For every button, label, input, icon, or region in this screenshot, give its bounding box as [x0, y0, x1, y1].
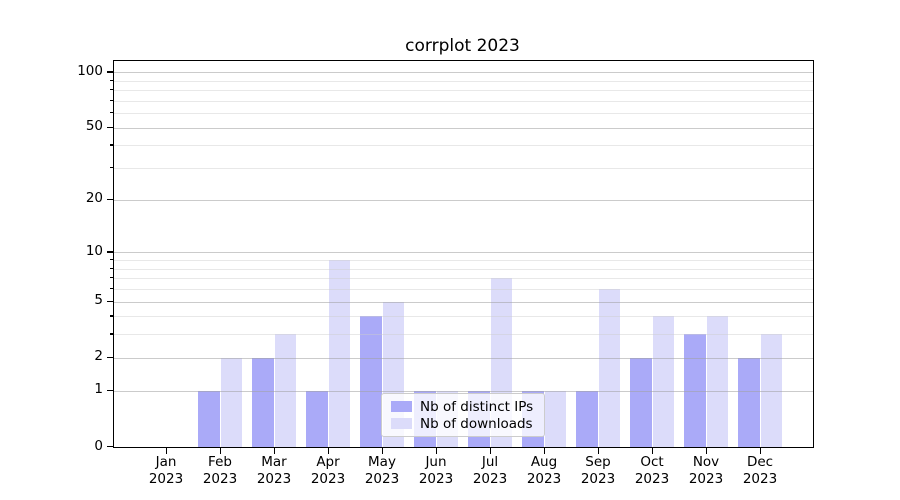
x-tick-label: Jan 2023 [148, 454, 184, 487]
gridline-major [114, 199, 813, 201]
x-tick-label: Apr 2023 [310, 454, 346, 487]
y-tick-mark [107, 126, 113, 129]
x-tick-mark [760, 447, 762, 454]
y-tick-mark [107, 356, 113, 359]
x-tick-mark [166, 447, 168, 454]
legend-label-downloads: Nb of downloads [420, 415, 533, 432]
x-tick-label: Sep 2023 [580, 454, 616, 487]
y-minor-tick-mark [109, 333, 113, 335]
legend-item-downloads: Nb of downloads [391, 415, 536, 432]
gridline-minor [114, 168, 813, 170]
y-minor-tick-mark [109, 112, 113, 114]
gridline-minor [114, 113, 813, 115]
gridline-minor [114, 90, 813, 92]
x-tick-mark [652, 447, 654, 454]
gridline-minor [114, 100, 813, 102]
gridline-major [114, 357, 813, 359]
x-tick-label: Nov 2023 [688, 454, 724, 487]
gridline-major [114, 127, 813, 129]
x-tick-label: Oct 2023 [634, 454, 670, 487]
y-minor-tick-mark [109, 144, 113, 146]
y-tick-label: 5 [94, 292, 103, 308]
y-minor-tick-mark [109, 259, 113, 261]
x-tick-label: May 2023 [364, 454, 400, 487]
bar-distinct-ips [630, 357, 652, 447]
chart-title: corrplot 2023 [405, 36, 520, 56]
y-minor-tick-mark [109, 99, 113, 102]
y-tick-mark [107, 198, 113, 201]
legend: Nb of distinct IPs Nb of downloads [381, 393, 545, 437]
x-tick-label: Aug 2023 [526, 454, 562, 487]
legend-swatch-distinct-ips [391, 401, 412, 412]
bar-distinct-ips [198, 390, 220, 447]
y-minor-tick-mark [109, 315, 113, 317]
bar-downloads [328, 260, 350, 447]
y-tick-label: 10 [85, 242, 103, 259]
bar-distinct-ips [576, 390, 598, 447]
gridline-major [114, 390, 813, 392]
x-tick-label: Jul 2023 [472, 454, 508, 487]
gridline-minor [114, 288, 813, 290]
x-tick-label: Feb 2023 [202, 454, 238, 487]
y-minor-tick-mark [109, 79, 113, 81]
y-minor-tick-mark [109, 267, 113, 269]
y-minor-tick-mark [109, 167, 113, 169]
x-tick-mark [274, 447, 276, 454]
y-minor-tick-mark [109, 287, 113, 290]
y-tick-label: 100 [77, 62, 103, 79]
bar-distinct-ips [306, 390, 328, 447]
y-tick-label: 20 [85, 190, 103, 207]
bar-downloads [220, 357, 242, 447]
gridline-minor [114, 334, 813, 336]
y-minor-tick-mark [109, 89, 113, 91]
x-tick-mark [220, 447, 222, 454]
y-tick-label: 50 [85, 118, 103, 135]
gridline-minor [114, 268, 813, 270]
y-tick-mark [107, 446, 113, 448]
gridline-major [114, 301, 813, 303]
legend-label-distinct-ips: Nb of distinct IPs [420, 398, 534, 415]
x-tick-label: Jun 2023 [418, 454, 454, 487]
x-tick-mark [544, 447, 546, 454]
x-tick-mark [706, 447, 708, 454]
gridline-minor [114, 278, 813, 280]
bar-downloads [706, 316, 728, 447]
y-tick-label: 0 [94, 437, 103, 454]
bar-distinct-ips [738, 357, 760, 447]
x-tick-label: Dec 2023 [742, 454, 778, 487]
x-tick-mark [436, 447, 438, 454]
bar-downloads [598, 289, 620, 447]
y-tick-mark [107, 71, 113, 73]
y-minor-tick-mark [109, 277, 113, 279]
y-tick-mark [107, 389, 113, 391]
gridline-major [114, 252, 813, 254]
bar-distinct-ips [252, 357, 274, 447]
gridline-major [114, 72, 813, 74]
legend-item-distinct-ips: Nb of distinct IPs [391, 398, 536, 415]
gridline-minor [114, 145, 813, 147]
bar-downloads [544, 390, 566, 447]
x-tick-mark [382, 447, 384, 454]
x-tick-mark [490, 447, 492, 454]
x-tick-label: Mar 2023 [256, 454, 292, 487]
gridline-minor [114, 316, 813, 318]
gridline-minor [114, 260, 813, 262]
legend-swatch-downloads [391, 418, 412, 429]
gridline-minor [114, 80, 813, 82]
bar-downloads [652, 316, 674, 447]
y-tick-mark [107, 300, 113, 302]
plot-area [113, 60, 814, 448]
y-tick-mark [107, 251, 113, 253]
y-tick-label: 1 [94, 381, 103, 398]
x-tick-mark [328, 447, 330, 454]
bar-distinct-ips [360, 316, 382, 447]
x-tick-mark [598, 447, 600, 454]
y-tick-label: 2 [94, 348, 103, 365]
